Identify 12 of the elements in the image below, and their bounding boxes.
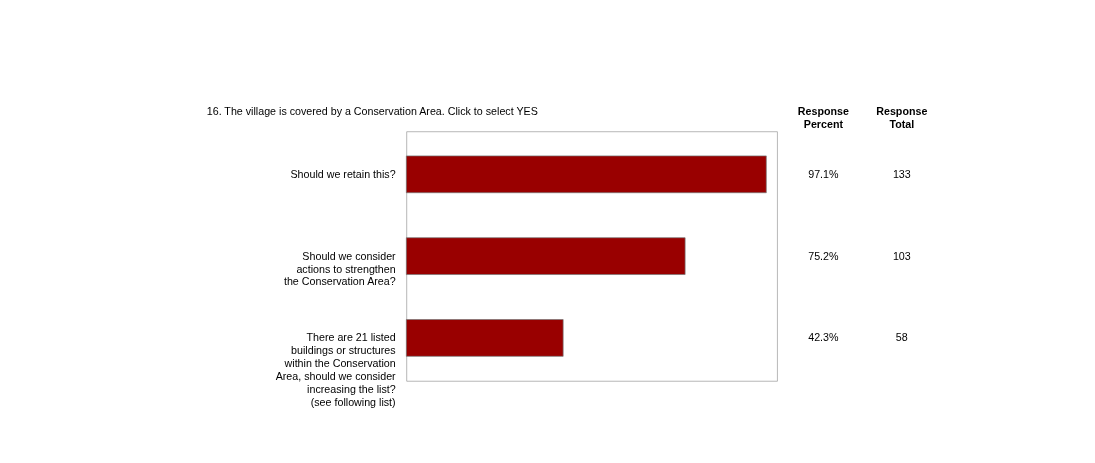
y-tick-label: Should we consider actions to strengthen the Conservation Area? [283, 249, 397, 288]
text: 103 [892, 249, 911, 262]
y-tick-label: Should we retain this? [290, 167, 396, 180]
text: 58 [895, 331, 908, 344]
y-tick-label: There are 21 listed buildings or structures within the Conservation Area, should we consider increasing the list? (see following list) [275, 331, 397, 408]
text: Response Total [876, 104, 928, 130]
text: Response Percent [797, 104, 849, 130]
data-label: 75.2% [808, 249, 840, 262]
text: 133 [892, 167, 911, 180]
chart-title: 16. The village is covered by a Conservation Area. Click to select YES [206, 104, 538, 117]
data-label: 42.3% [808, 331, 840, 344]
data-label: 97.1% [808, 167, 840, 180]
